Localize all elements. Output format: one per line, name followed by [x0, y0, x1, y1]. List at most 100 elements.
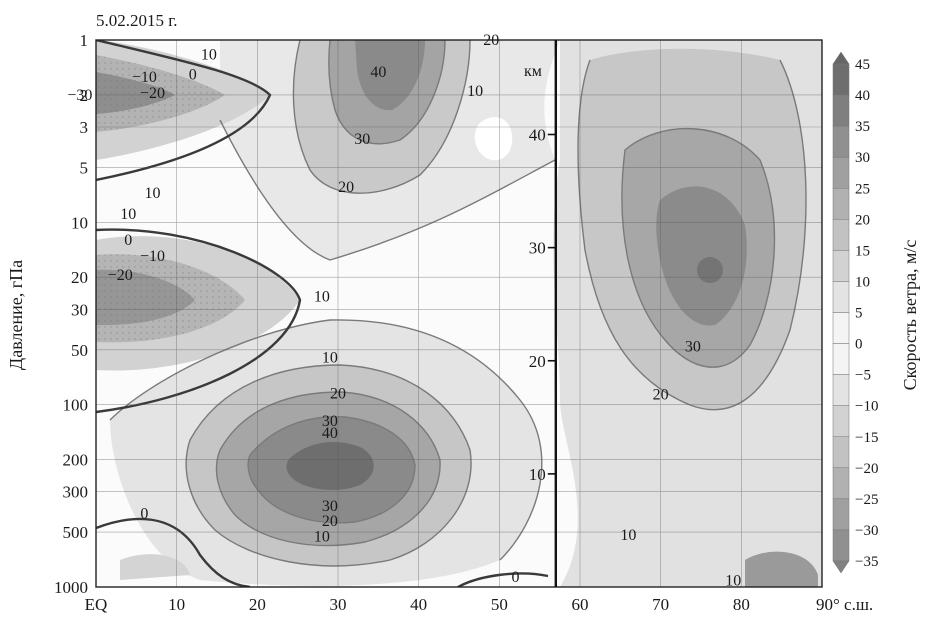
height-tick-label: 10 [529, 465, 546, 484]
x-tick-label: 90° с.ш. [816, 595, 873, 614]
x-tick-label: 60 [572, 595, 589, 614]
contour-label: 0 [511, 569, 519, 586]
plot-frame [95, 39, 823, 588]
field-trop-jet-core [286, 442, 374, 490]
x-tick-label: 50 [491, 595, 508, 614]
x-tick-label: 30 [330, 595, 347, 614]
y-tick-label: 30 [71, 300, 88, 319]
y-tick-label: 100 [63, 396, 89, 415]
y-tick-label: 50 [71, 341, 88, 360]
contour-label: 10 [314, 529, 330, 546]
contour-label: 30 [685, 339, 701, 356]
colorbar-tick-label: 15 [855, 243, 870, 259]
colorbar-band [832, 467, 850, 500]
y-tick-label: 500 [63, 523, 89, 542]
colorbar-band [832, 436, 850, 469]
colorbar-tick-label: −25 [855, 492, 878, 508]
contour-label: −20 [140, 85, 165, 102]
contour-label: −30 [67, 87, 92, 104]
height-tick-label: 40 [529, 126, 546, 145]
contour-label: −10 [132, 69, 157, 86]
field-white-eddy [474, 117, 513, 161]
contour-lines [109, 40, 807, 567]
colorbar-band [832, 219, 850, 251]
colorbar-tick-label: −30 [855, 523, 878, 539]
colorbar-band [832, 498, 850, 531]
colorbar-tick-label: 30 [855, 150, 870, 166]
colorbar-band [832, 374, 850, 406]
contour-label: 20 [322, 513, 338, 530]
contour-label: −10 [140, 248, 165, 265]
contour-label: 10 [322, 349, 338, 366]
field-surface-west [120, 554, 190, 580]
contour-label: 30 [322, 413, 338, 430]
x-axis: EQ 10 20 30 40 50 60 70 80 90° с.ш. [85, 595, 874, 614]
contour-label: 20 [653, 387, 669, 404]
colorbar-tick-label: −20 [855, 461, 878, 477]
contour-label: 30 [354, 131, 370, 148]
colorbar-tick-label: 5 [855, 306, 863, 322]
height-axis: 40 30 20 10 [529, 126, 556, 484]
colorbar-tick-label: −15 [855, 430, 878, 446]
y-tick-label: 10 [71, 213, 88, 232]
colorbar-tick-label: −5 [855, 368, 871, 384]
x-tick-label: 70 [652, 595, 669, 614]
contour-label: 20 [338, 179, 354, 196]
contour-label: 10 [120, 206, 136, 223]
y-tick-label: 20 [71, 268, 88, 287]
contour-label: 10 [201, 46, 217, 63]
y-tick-label: 1 [80, 31, 89, 50]
contour-label: 40 [370, 64, 386, 81]
contour-label: 10 [467, 83, 483, 100]
x-tick-label: 20 [249, 595, 266, 614]
hatch-mid [96, 254, 245, 343]
contour-label: 10 [620, 527, 636, 544]
colorbar-label: Скорость ветра, м/с [900, 240, 920, 391]
height-axis-unit: км [524, 63, 542, 80]
hatch-upper [96, 55, 225, 132]
y-tick-label: 200 [63, 451, 89, 470]
contour-label: 40 [322, 425, 338, 442]
colorbar-band [832, 281, 850, 313]
colorbar-band [832, 312, 850, 344]
colorbar-tick-label: 20 [855, 212, 870, 228]
colorbar-band [832, 94, 850, 127]
contour-label: 10 [314, 288, 330, 305]
contour-label: 10 [725, 572, 741, 589]
contour-labels: 10−10 0−30 −20402010302010100−10−201030402… [67, 32, 741, 589]
colorbar-top-arrow [832, 51, 850, 65]
colorbar-tick-label: 45 [855, 57, 870, 73]
y-axis: 1 2 3 5 10 20 30 50 100 200 300 500 1000 [54, 31, 88, 597]
colorbar-band [832, 343, 850, 375]
colorbar-band [832, 125, 850, 158]
colorbar-bottom-arrow [832, 560, 850, 574]
colorbar: 45 40 35 30 25 20 15 10 5 0 −5 −10 −15 −20 −25 −30 −35 [832, 51, 878, 574]
colorbar-tick-label: −10 [855, 399, 878, 415]
height-tick-label: 30 [529, 239, 546, 258]
chart-title: 5.02.2015 г. [96, 11, 178, 30]
field-upper-jet-3 [355, 40, 425, 111]
colorbar-tick-label: 35 [855, 119, 870, 135]
colorbar-band [832, 529, 850, 562]
colorbar-band [832, 188, 850, 220]
contour-label: 0 [189, 67, 197, 84]
x-tick-label: 40 [410, 595, 427, 614]
colorbar-band [832, 405, 850, 437]
colorbar-band [832, 250, 850, 282]
field-surface-east [745, 551, 818, 587]
contour-label: −20 [108, 267, 133, 284]
colorbar-tick-label: −35 [855, 554, 878, 570]
colorbar-tick-label: 0 [855, 337, 863, 353]
field-east-jet-3 [656, 186, 747, 326]
colorbar-tick-label: 40 [855, 88, 870, 104]
colorbar-tick-label: 10 [855, 274, 870, 290]
contour-label: 0 [124, 232, 132, 249]
y-tick-label: 5 [80, 158, 89, 177]
contour-label: 20 [483, 32, 499, 49]
contour-label: 20 [330, 386, 346, 403]
contour-label: 30 [322, 498, 338, 515]
y-tick-label: 1000 [54, 578, 88, 597]
y-tick-label: 2 [80, 86, 89, 105]
y-axis-label: Давление, гПа [6, 260, 26, 370]
